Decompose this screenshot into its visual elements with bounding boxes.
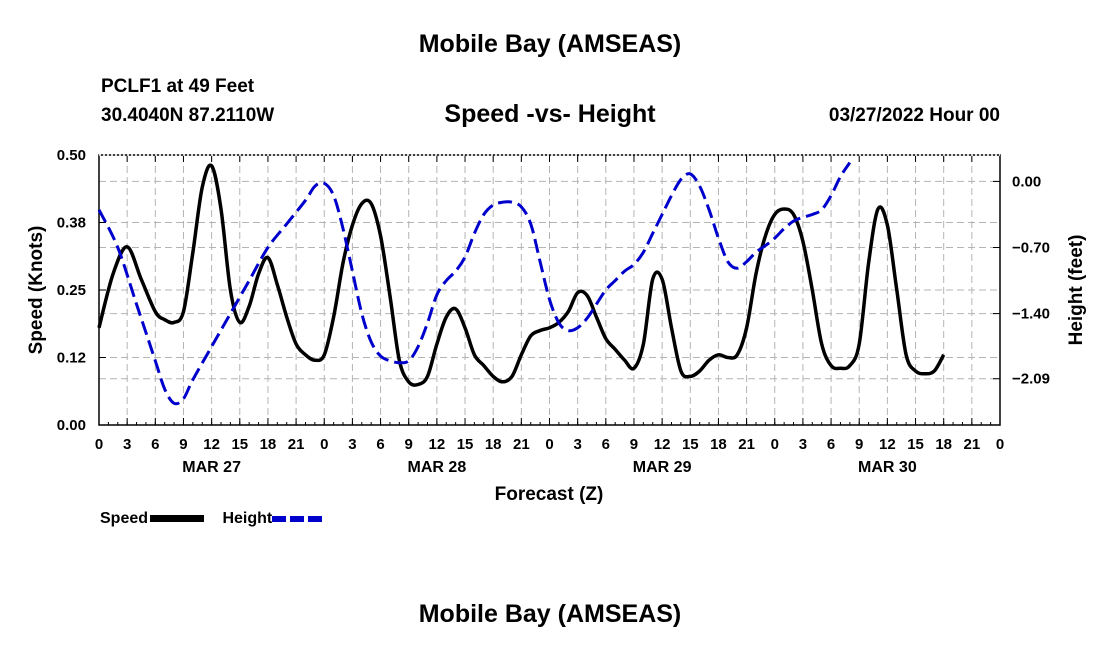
day-label: MAR 28 [408,459,467,476]
x-tick-label: 12 [654,436,671,453]
y-left-tick-label: 0.38 [57,215,86,232]
y-right-tick-label: −0.70 [1012,240,1050,257]
x-tick-label: 15 [457,436,474,453]
x-tick-label: 12 [879,436,896,453]
x-tick-label: 15 [231,436,248,453]
x-tick-label: 0 [95,436,103,453]
chart-title: Mobile Bay (AMSEAS) [418,30,682,58]
chart-subtitle: Speed -vs- Height [444,100,656,128]
station-label: PCLF1 at 49 Feet [101,76,255,97]
footer-title: Mobile Bay (AMSEAS) [418,600,682,628]
x-tick-label: 18 [710,436,727,453]
x-tick-label: 6 [151,436,159,453]
x-tick-label: 0 [996,436,1004,453]
day-label: MAR 29 [633,459,692,476]
y-right-tick-label: −1.40 [1012,306,1050,323]
x-tick-label: 18 [935,436,952,453]
x-tick-label: 12 [429,436,446,453]
left-axis-labels: 0.00 0.12 0.25 0.38 0.50 [57,147,86,434]
timestamp-label: 03/27/2022 Hour 00 [828,105,1000,126]
x-tick-label: 3 [799,436,807,453]
y-axis-right-label: Height (feet) [1066,235,1087,346]
y-left-tick-label: 0.25 [57,282,86,299]
x-axis-labels: 0 3 6 9 12 15 18 21 0 3 6 9 12 15 18 21 0 3 6 9 12 15 18 21 0 3 6 9… [95,436,1004,453]
x-tick-label: 3 [123,436,131,453]
y-axis-left-label: Speed (Knots) [26,226,47,355]
day-label: MAR 30 [858,459,917,476]
x-tick-label: 6 [376,436,384,453]
x-tick-label: 21 [288,436,305,453]
x-tick-label: 18 [260,436,277,453]
day-label: MAR 27 [182,459,241,476]
x-tick-label: 9 [630,436,638,453]
y-left-tick-label: 0.50 [57,147,86,164]
legend-height-label: Height [222,510,273,527]
legend-height-swatch [272,515,325,522]
right-axis-labels: 0.00 −0.70 −1.40 −2.09 [1012,173,1050,387]
x-tick-label: 0 [545,436,553,453]
x-tick-label: 6 [827,436,835,453]
day-labels: MAR 27 MAR 28 MAR 29 MAR 30 [182,459,917,476]
x-tick-label: 12 [203,436,220,453]
location-label: 30.4040N 87.2110W [101,105,275,126]
x-tick-label: 21 [964,436,981,453]
x-tick-label: 3 [573,436,581,453]
legend: Speed Height [100,510,325,528]
y-left-tick-label: 0.12 [57,350,86,367]
x-tick-label: 15 [682,436,699,453]
x-tick-label: 0 [771,436,779,453]
x-tick-label: 21 [738,436,755,453]
legend-speed-label: Speed [100,510,149,527]
series-speed-line [97,163,946,387]
x-tick-label: 3 [348,436,356,453]
x-axis-label: Forecast (Z) [495,484,604,505]
x-tick-label: 9 [179,436,187,453]
x-tick-label: 21 [513,436,530,453]
y-left-tick-label: 0.00 [57,417,86,434]
series-height-line [97,161,852,406]
x-tick-label: 0 [320,436,328,453]
series-lines [97,161,946,406]
grid-lines [99,155,1000,425]
x-tick-label: 9 [405,436,413,453]
legend-speed-swatch [150,515,205,523]
x-tick-label: 9 [855,436,863,453]
y-right-tick-label: 0.00 [1012,173,1041,190]
x-tick-label: 15 [907,436,924,453]
y-right-tick-label: −2.09 [1012,371,1050,388]
plot-frame [98,154,1001,426]
x-tick-label: 18 [485,436,502,453]
x-tick-label: 6 [602,436,610,453]
